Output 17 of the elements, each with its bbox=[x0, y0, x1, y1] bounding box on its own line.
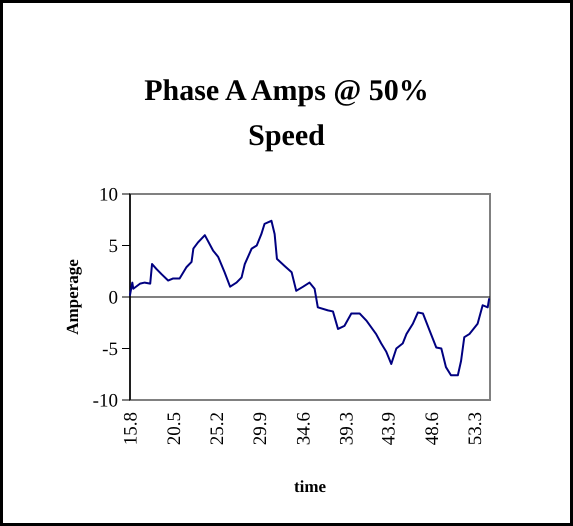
y-tick-label: -10 bbox=[92, 390, 118, 412]
chart-title: Phase A Amps @ 50% Speed bbox=[144, 74, 429, 152]
x-tick-label: 25.2 bbox=[206, 412, 228, 446]
x-axis-title: time bbox=[294, 477, 326, 496]
x-tick-label: 34.6 bbox=[293, 412, 314, 446]
x-tick-label: 29.9 bbox=[250, 412, 272, 446]
y-axis-title: Amperage bbox=[63, 258, 82, 335]
x-tick-label: 15.8 bbox=[120, 412, 142, 446]
x-tick-label: 39.3 bbox=[336, 412, 358, 446]
x-tick-label: 20.5 bbox=[164, 412, 185, 446]
y-tick-label: 10 bbox=[99, 184, 118, 206]
x-tick-label: 48.6 bbox=[422, 412, 443, 446]
x-tick-label: 43.9 bbox=[378, 412, 400, 446]
x-tick-label: 53.3 bbox=[465, 412, 486, 446]
y-tick-label: -5 bbox=[102, 339, 118, 360]
y-tick-label: 5 bbox=[108, 236, 118, 258]
y-tick-label: 0 bbox=[108, 288, 118, 309]
